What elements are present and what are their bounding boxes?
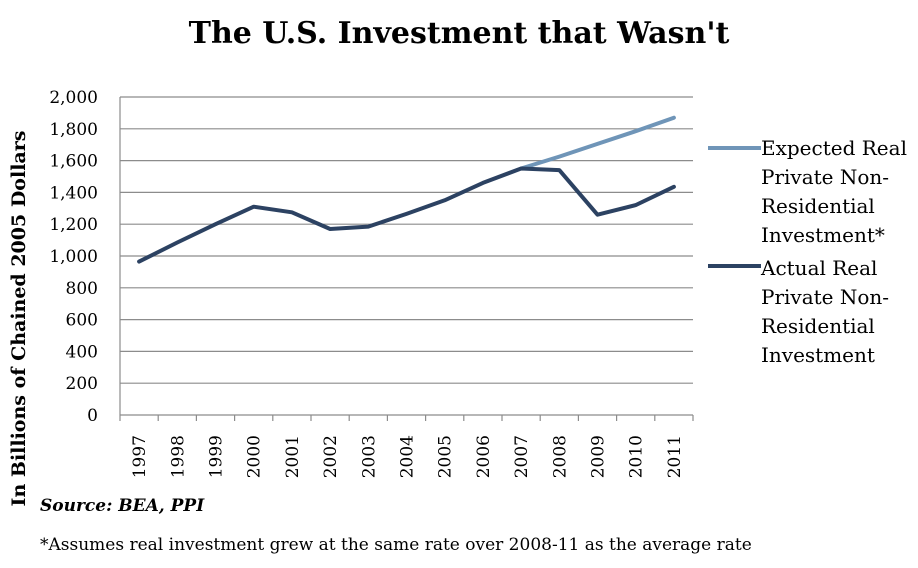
x-tick-label: 2000 — [245, 435, 265, 478]
y-tick-label: 200 — [66, 374, 98, 394]
y-tick-label: 1,200 — [49, 215, 98, 235]
x-tick-label: 2001 — [283, 435, 303, 478]
chart-title: The U.S. Investment that Wasn't — [188, 16, 730, 51]
y-tick-label: 1,800 — [49, 120, 98, 140]
x-tick-label: 1999 — [207, 435, 227, 478]
source-note: Source: BEA, PPI — [40, 496, 205, 516]
x-tick-label: 2010 — [627, 435, 647, 478]
x-tick-label: 2006 — [474, 435, 494, 478]
x-tick-label: 2003 — [359, 435, 379, 478]
y-tick-label: 0 — [87, 406, 98, 426]
y-tick-label: 1,400 — [49, 183, 98, 203]
y-tick-label: 1,000 — [49, 247, 98, 267]
x-tick-label: 2011 — [665, 435, 685, 478]
y-tick-label: 1,600 — [49, 152, 98, 172]
y-tick-label: 2,000 — [49, 88, 98, 108]
x-tick-label: 2007 — [512, 435, 532, 478]
x-tick-label: 2008 — [550, 435, 570, 478]
x-tick-label: 2005 — [436, 435, 456, 478]
y-tick-label: 400 — [66, 342, 98, 362]
x-tick-label: 2002 — [321, 435, 341, 478]
legend-label-actual: Actual Real Private Non-Residential Inve… — [761, 256, 890, 367]
x-tick-label: 2004 — [398, 435, 418, 478]
y-axis-label: In Billions of Chained 2005 Dollars — [8, 131, 30, 507]
y-tick-label: 800 — [66, 279, 98, 299]
x-tick-label: 1998 — [168, 435, 188, 478]
footnote: *Assumes real investment grew at the sam… — [40, 535, 752, 555]
series-line-1 — [137, 166, 676, 264]
y-tick-label: 600 — [66, 311, 98, 331]
legend-label-expected: Expected Real Private Non-Residential In… — [761, 136, 907, 247]
x-tick-label: 2009 — [589, 435, 609, 478]
x-tick-label: 1997 — [130, 435, 150, 478]
